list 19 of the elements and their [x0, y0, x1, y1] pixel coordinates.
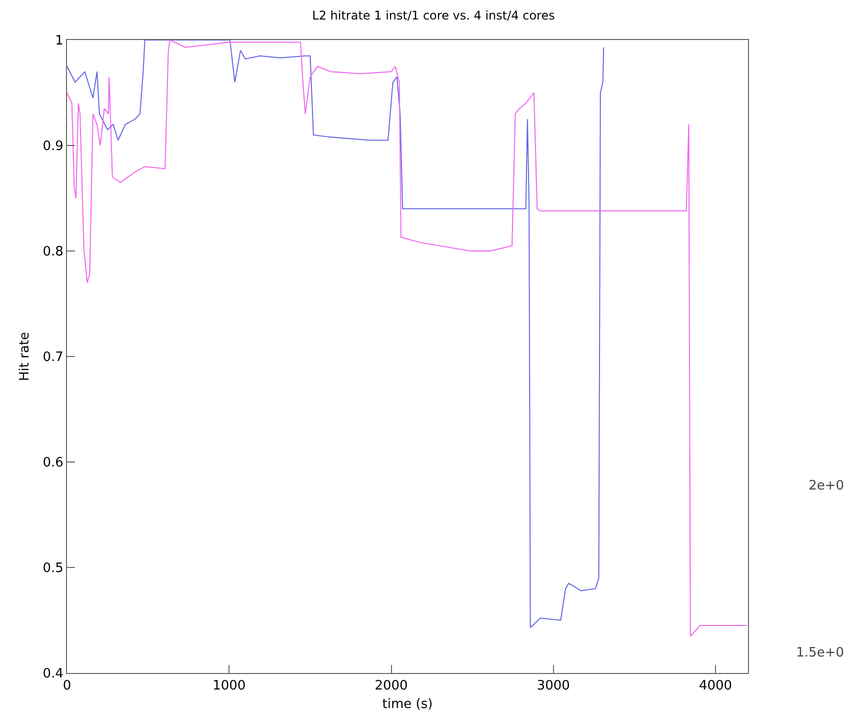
x-tick-label: 3000 [536, 678, 570, 694]
y-tick-label: 0.8 [42, 244, 64, 260]
y-axis-title: Hit rate [18, 332, 33, 382]
x-tick-label: 1000 [212, 678, 246, 694]
y2-tick-label: 1.5e+0 [796, 646, 844, 661]
x-tick-label: 2000 [374, 678, 408, 694]
y2-tick-label: 2e+0 [808, 478, 844, 494]
y-tick-label: 0.7 [42, 350, 64, 366]
y-tick-label: 0.5 [42, 561, 64, 576]
line-series [67, 40, 604, 628]
y-tick-label: 0.4 [42, 666, 64, 682]
y-tick-label: 0.6 [42, 456, 64, 471]
x-tick-label: 4000 [698, 678, 732, 694]
chart-title: L2 hitrate 1 inst/1 core vs. 4 inst/4 cores [312, 8, 555, 22]
y-tick-label: 1 [55, 34, 64, 49]
x-axis-title: time (s) [382, 697, 433, 712]
line-series [67, 40, 748, 637]
y-tick-label: 0.9 [42, 139, 64, 154]
x-tick-label: 0 [62, 678, 72, 694]
